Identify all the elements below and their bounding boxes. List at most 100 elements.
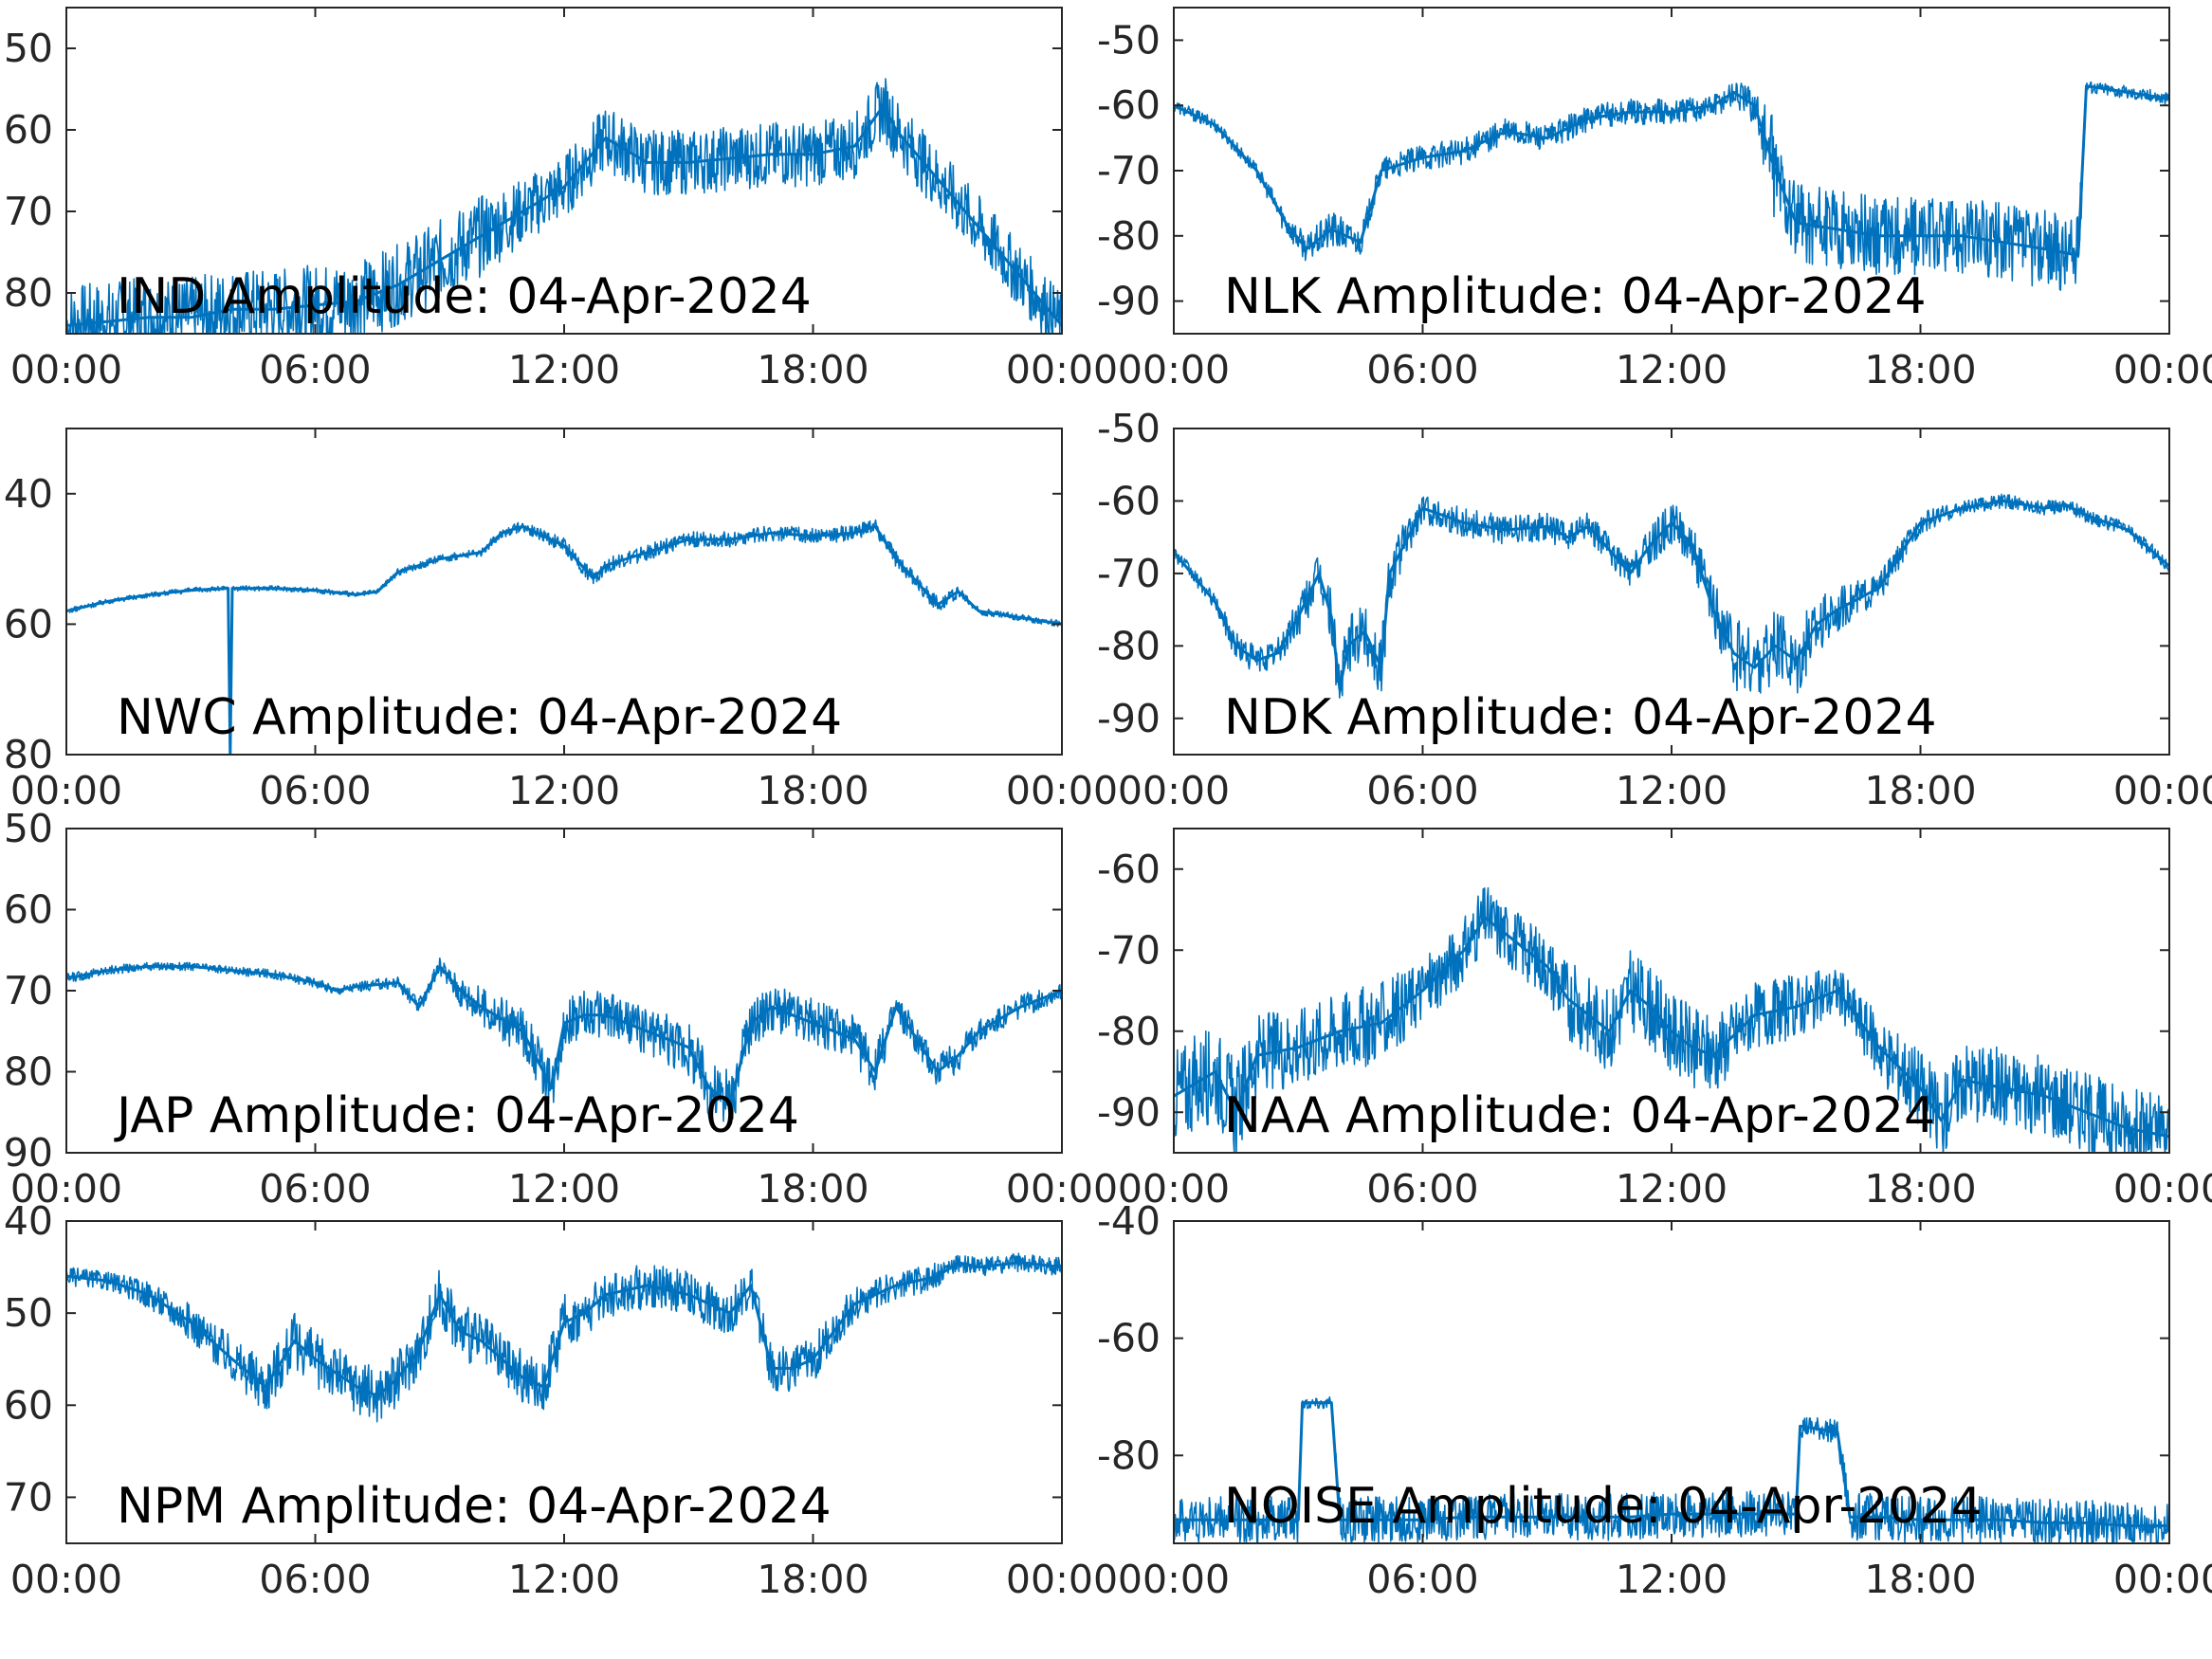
x-tick-label: 00:00 — [10, 1557, 122, 1602]
panel-title: NWC Amplitude: 04-Apr-2024 — [117, 689, 842, 746]
y-tick-label: 60 — [4, 107, 53, 153]
x-tick-label: 18:00 — [1864, 347, 1976, 392]
x-tick-label: 00:00 — [10, 768, 122, 813]
y-tick-label: 50 — [4, 1290, 53, 1336]
series-trend — [66, 1261, 1062, 1398]
x-tick-label: 12:00 — [508, 347, 620, 392]
panel-title: NLK Amplitude: 04-Apr-2024 — [1224, 268, 1927, 325]
chart-panel-7: 40 50 60 70 00:00 06:00 12:00 18:00 00:00 NPM Amp… — [4, 1198, 1118, 1602]
y-tick-label: -80 — [1097, 1432, 1161, 1478]
y-tick-label: -80 — [1097, 623, 1161, 668]
y-tick-label: -60 — [1097, 478, 1161, 523]
y-tick-label: 80 — [4, 1049, 53, 1095]
panel-title: NAA Amplitude: 04-Apr-2024 — [1224, 1087, 1935, 1144]
y-tick-label: -70 — [1097, 551, 1161, 596]
y-tick-label: -90 — [1097, 696, 1161, 741]
x-tick-label: 06:00 — [1366, 1166, 1478, 1212]
y-tick-label: 60 — [4, 601, 53, 647]
x-tick-label: 12:00 — [1616, 1557, 1728, 1602]
series-line — [1174, 886, 2169, 1153]
x-tick-label: 12:00 — [508, 1557, 620, 1602]
series-trend — [1174, 84, 2169, 257]
y-tick-label: -90 — [1097, 279, 1161, 324]
panel-title: NDK Amplitude: 04-Apr-2024 — [1224, 689, 1937, 746]
series-line — [1174, 493, 2169, 699]
x-tick-label: 06:00 — [1366, 347, 1478, 392]
x-tick-label: 00:00 — [2113, 1557, 2212, 1602]
y-tick-label: 80 — [4, 270, 53, 316]
x-tick-label: 00:00 — [10, 1166, 122, 1212]
series-trend — [66, 103, 1062, 327]
y-tick-label: -60 — [1097, 847, 1161, 892]
y-tick-label: -80 — [1097, 1009, 1161, 1054]
y-tick-label: 40 — [4, 1198, 53, 1244]
x-tick-label: 06:00 — [259, 768, 371, 813]
x-tick-label: 18:00 — [757, 1166, 868, 1212]
panel-title: NOISE Amplitude: 04-Apr-2024 — [1224, 1478, 1983, 1535]
x-tick-label: 00:00 — [1118, 347, 1230, 392]
chart-panel-4: -50 -60 -70 -80 -90 00:00 06:00 12:00 18:00 00:00… — [1097, 406, 2212, 813]
x-tick-label: 00:00 — [1006, 347, 1118, 392]
y-tick-label: 80 — [4, 732, 53, 777]
x-tick-label: 06:00 — [259, 1557, 371, 1602]
x-tick-label: 12:00 — [508, 768, 620, 813]
x-tick-label: 18:00 — [1864, 1557, 1976, 1602]
x-tick-label: 18:00 — [757, 1557, 868, 1602]
y-tick-label: 70 — [4, 968, 53, 1013]
y-tick-label: 60 — [4, 887, 53, 933]
y-tick-label: -60 — [1097, 82, 1161, 128]
y-tick-label: 70 — [4, 189, 53, 234]
y-tick-label: 70 — [4, 1474, 53, 1520]
x-tick-label: 06:00 — [259, 1166, 371, 1212]
y-tick-label: -40 — [1097, 1198, 1161, 1244]
chart-panel-1: 50 60 70 80 00:00 06:00 12:00 18:00 00:00 IND Amp… — [4, 7, 1118, 392]
x-tick-label: 12:00 — [1616, 347, 1728, 392]
x-tick-label: 00:00 — [2113, 347, 2212, 392]
x-tick-label: 00:00 — [1006, 1166, 1118, 1212]
chart-panel-8: -40 -60 -80 00:00 06:00 12:00 18:00 00:00 NOISE … — [1097, 1198, 2212, 1602]
y-tick-label: 50 — [4, 806, 53, 851]
x-tick-label: 18:00 — [757, 347, 868, 392]
x-tick-label: 06:00 — [1366, 1557, 1478, 1602]
x-tick-label: 00:00 — [1006, 768, 1118, 813]
series-trend — [1174, 1401, 2169, 1527]
x-tick-label: 06:00 — [1366, 768, 1478, 813]
panel-title: IND Amplitude: 04-Apr-2024 — [117, 268, 812, 325]
series-line — [1174, 81, 2169, 291]
series-trend — [66, 964, 1062, 1106]
x-tick-label: 00:00 — [1118, 1557, 1230, 1602]
panel-title: NPM Amplitude: 04-Apr-2024 — [117, 1478, 832, 1535]
x-tick-label: 00:00 — [10, 347, 122, 392]
y-tick-label: 40 — [4, 471, 53, 517]
x-tick-label: 18:00 — [757, 768, 868, 813]
chart-panel-2: -50 -60 -70 -80 -90 00:00 06:00 12:00 18:00 00:00… — [1097, 7, 2212, 392]
y-tick-label: -60 — [1097, 1316, 1161, 1361]
panel-title: JAP Amplitude: 04-Apr-2024 — [114, 1087, 799, 1144]
series-trend — [1174, 499, 2169, 691]
x-tick-label: 18:00 — [1864, 1166, 1976, 1212]
series-line — [66, 1252, 1062, 1423]
x-tick-label: 06:00 — [259, 347, 371, 392]
y-tick-label: -50 — [1097, 17, 1161, 63]
y-tick-label: 60 — [4, 1382, 53, 1428]
x-tick-label: 00:00 — [1118, 1166, 1230, 1212]
x-tick-label: 12:00 — [1616, 1166, 1728, 1212]
series-trend — [66, 524, 1062, 755]
y-tick-label: -50 — [1097, 406, 1161, 451]
y-tick-label: -90 — [1097, 1089, 1161, 1135]
x-tick-label: 00:00 — [2113, 768, 2212, 813]
y-tick-label: 90 — [4, 1130, 53, 1176]
y-tick-label: 50 — [4, 26, 53, 71]
chart-panel-6: -60 -70 -80 -90 00:00 06:00 12:00 18:00 00:00 NAA… — [1097, 828, 2212, 1212]
x-tick-label: 00:00 — [2113, 1166, 2212, 1212]
y-tick-label: -70 — [1097, 927, 1161, 973]
series-trend — [1174, 916, 2169, 1139]
series-line — [66, 957, 1062, 1124]
x-tick-label: 12:00 — [508, 1166, 620, 1212]
x-tick-label: 00:00 — [1118, 768, 1230, 813]
x-tick-label: 12:00 — [1616, 768, 1728, 813]
x-tick-label: 00:00 — [1006, 1557, 1118, 1602]
